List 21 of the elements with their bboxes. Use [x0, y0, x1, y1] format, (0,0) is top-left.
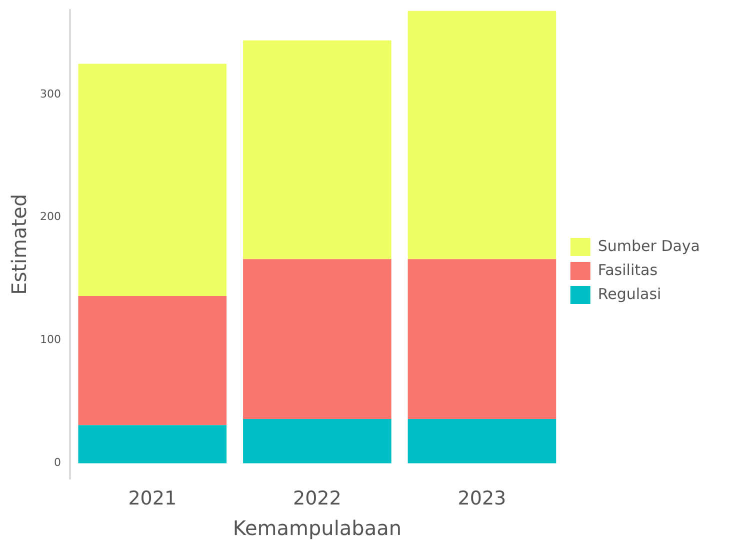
bar: [78, 296, 227, 426]
bar: [408, 10, 556, 260]
x-tick-label: 2023: [458, 488, 506, 510]
legend-label: Regulasi: [598, 284, 662, 303]
bar: [78, 425, 227, 464]
y-tick-label: 200: [40, 210, 61, 224]
bar: [408, 418, 556, 464]
bar: [408, 259, 556, 419]
x-axis-title: Kemampulabaan: [232, 516, 402, 540]
y-tick-label: 100: [40, 333, 61, 346]
legend-label: Sumber Daya: [598, 236, 700, 255]
bar: [78, 64, 227, 296]
legend-label: Fasilitas: [598, 260, 658, 279]
x-tick-label: 2022: [293, 488, 342, 510]
y-tick-label: 300: [40, 87, 61, 100]
x-tick-label: 2021: [128, 488, 177, 510]
bar: [243, 418, 392, 464]
bar: [243, 259, 392, 419]
y-axis-title: Estimated: [7, 194, 32, 295]
y-tick-label: 0: [54, 456, 61, 470]
bar: [243, 40, 392, 260]
